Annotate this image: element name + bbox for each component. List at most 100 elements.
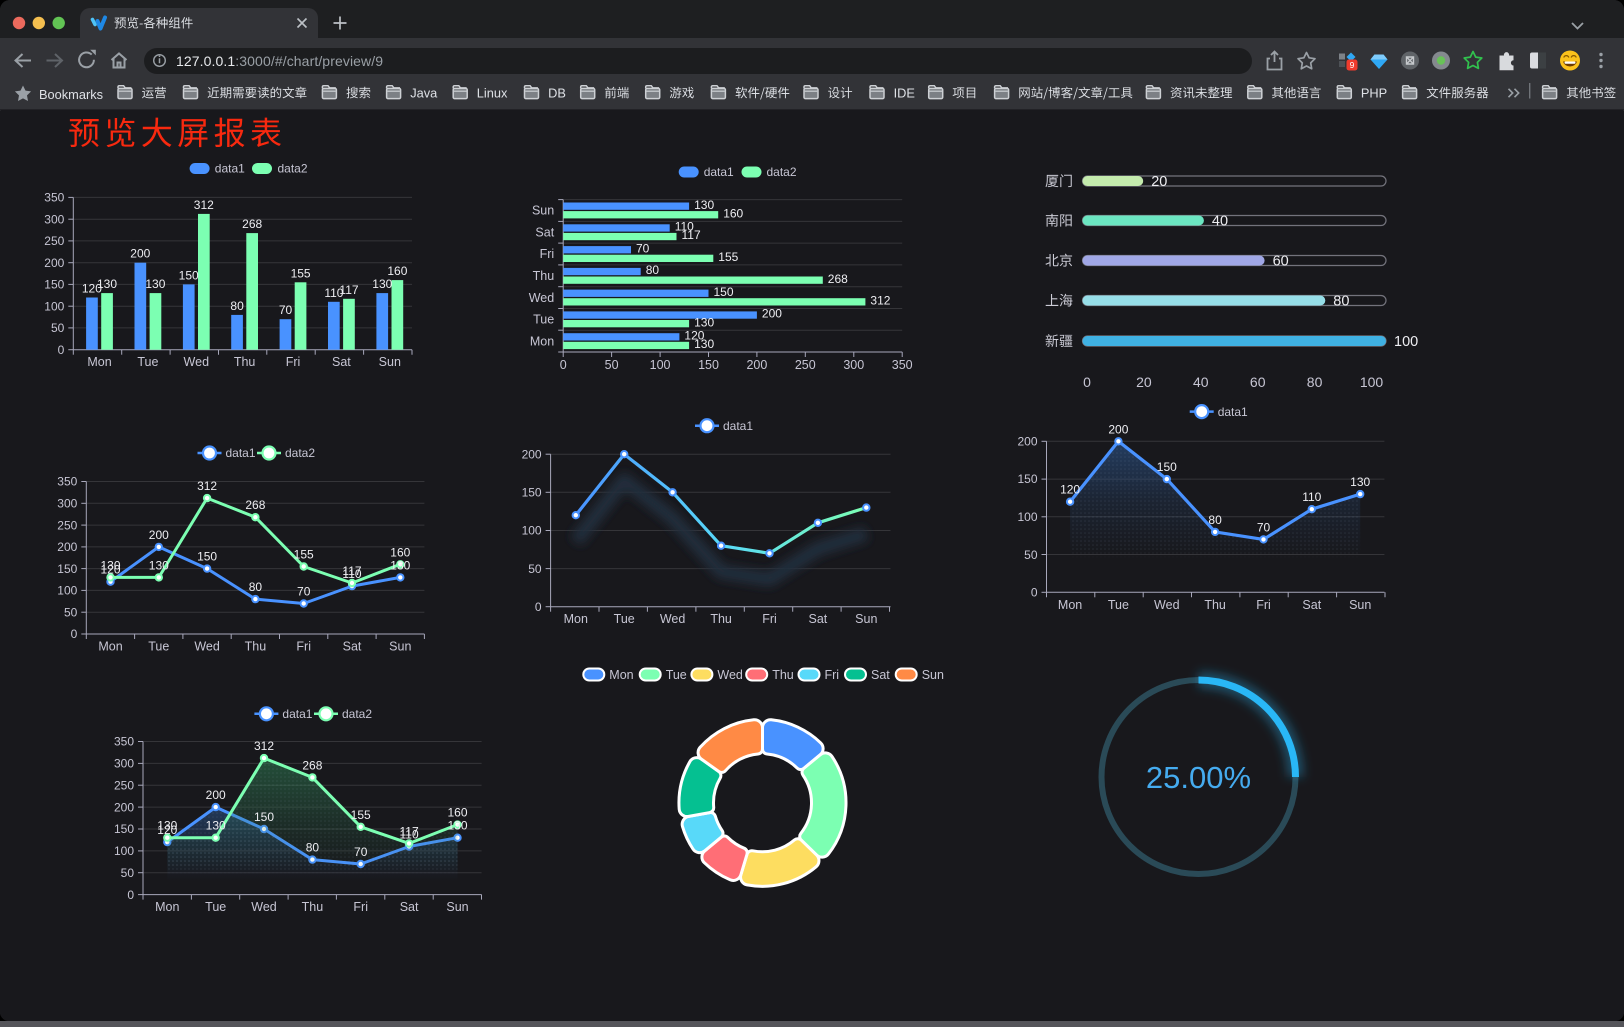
svg-text:160: 160 [387,264,407,278]
svg-text:PHP: PHP [1361,85,1387,100]
svg-text:200: 200 [1017,435,1037,449]
svg-text:Thu: Thu [234,355,256,369]
svg-text:268: 268 [245,498,265,512]
svg-text:250: 250 [44,234,64,248]
svg-text:155: 155 [291,266,311,280]
svg-text:100: 100 [650,358,671,372]
svg-text:80: 80 [306,841,320,855]
svg-text:20: 20 [1136,374,1152,390]
svg-text:120: 120 [100,563,120,577]
svg-text:150: 150 [1017,472,1037,486]
svg-text:110: 110 [1302,490,1321,504]
svg-text:0: 0 [560,358,567,372]
svg-text:120: 120 [82,282,102,296]
svg-text:50: 50 [121,866,135,880]
svg-text:350: 350 [114,735,134,749]
svg-text:40: 40 [1212,214,1228,230]
svg-text:Fri: Fri [353,900,368,914]
svg-text:130: 130 [694,315,714,329]
svg-text:50: 50 [528,562,542,576]
svg-text:Sun: Sun [1349,598,1371,612]
svg-text:130: 130 [372,277,392,291]
svg-text:117: 117 [400,824,419,838]
svg-text:250: 250 [795,358,816,372]
svg-text:70: 70 [1257,520,1271,534]
svg-text:155: 155 [351,808,371,822]
svg-text:130: 130 [447,819,467,833]
svg-text:130: 130 [100,558,120,572]
svg-text:Fri: Fri [825,668,840,682]
svg-text:200: 200 [522,447,542,461]
svg-text:60: 60 [1250,374,1266,390]
svg-text:160: 160 [447,806,467,820]
svg-text:Wed: Wed [529,291,555,305]
svg-text:150: 150 [254,810,274,824]
svg-text:Sun: Sun [379,355,401,369]
svg-text:Sun: Sun [446,900,468,914]
svg-text:130: 130 [390,558,410,572]
svg-text:Tue: Tue [614,612,635,626]
svg-text:155: 155 [718,250,738,264]
svg-text:100: 100 [1360,374,1384,390]
svg-text:data2: data2 [767,165,797,179]
svg-text:150: 150 [44,278,64,292]
svg-text:Mon: Mon [98,640,122,654]
svg-text:0: 0 [58,343,65,357]
svg-text:200: 200 [206,788,226,802]
svg-text:Sat: Sat [332,355,351,369]
svg-text:120: 120 [157,823,177,837]
svg-text:Mon: Mon [609,668,633,682]
svg-text:Mon: Mon [564,612,588,626]
svg-text:Sat: Sat [343,640,362,654]
svg-text:200: 200 [1108,422,1128,436]
svg-text:130: 130 [206,819,226,833]
svg-text:Linux: Linux [477,85,508,100]
svg-text:Sun: Sun [389,640,411,654]
svg-text:0: 0 [535,600,542,614]
svg-text:150: 150 [698,358,719,372]
svg-text:Thu: Thu [710,612,732,626]
svg-text:350: 350 [892,358,913,372]
svg-text:70: 70 [279,303,293,317]
svg-text:150: 150 [522,486,542,500]
svg-text:130: 130 [694,198,714,212]
svg-text:Fri: Fri [286,355,301,369]
svg-text:300: 300 [114,757,134,771]
svg-text:Mon: Mon [87,355,111,369]
svg-text:312: 312 [254,739,274,753]
svg-text:110: 110 [342,567,361,581]
svg-text:100: 100 [44,299,64,313]
svg-text:117: 117 [342,564,361,578]
svg-text:Tue: Tue [205,900,226,914]
svg-text:data1: data1 [704,165,734,179]
svg-text:100: 100 [1394,334,1418,350]
svg-text:Mon: Mon [1058,598,1082,612]
svg-text:200: 200 [57,540,77,554]
svg-text:300: 300 [843,358,864,372]
svg-text:0: 0 [127,888,134,902]
svg-text:250: 250 [114,778,134,792]
svg-text:60: 60 [1273,254,1289,270]
svg-text:130: 130 [145,277,165,291]
svg-text:Sat: Sat [809,612,828,626]
svg-text:70: 70 [636,241,650,255]
svg-text:20: 20 [1151,174,1167,190]
svg-text:120: 120 [1060,483,1080,497]
svg-text:Wed: Wed [1154,598,1180,612]
svg-text:data1: data1 [1218,405,1248,419]
svg-text:300: 300 [44,212,64,226]
svg-text:Sat: Sat [871,668,890,682]
svg-text:80: 80 [646,263,660,277]
svg-text:80: 80 [1307,374,1323,390]
svg-text:Java: Java [410,85,438,100]
svg-text:200: 200 [44,256,64,270]
svg-text:300: 300 [57,497,77,511]
svg-text:Thu: Thu [772,668,794,682]
svg-text:250: 250 [57,518,77,532]
svg-text:268: 268 [302,758,322,772]
svg-text:Wed: Wed [184,355,210,369]
svg-text:100: 100 [522,524,542,538]
svg-text:130: 130 [97,277,117,291]
svg-text:150: 150 [179,268,199,282]
svg-text:Tue: Tue [533,313,554,327]
